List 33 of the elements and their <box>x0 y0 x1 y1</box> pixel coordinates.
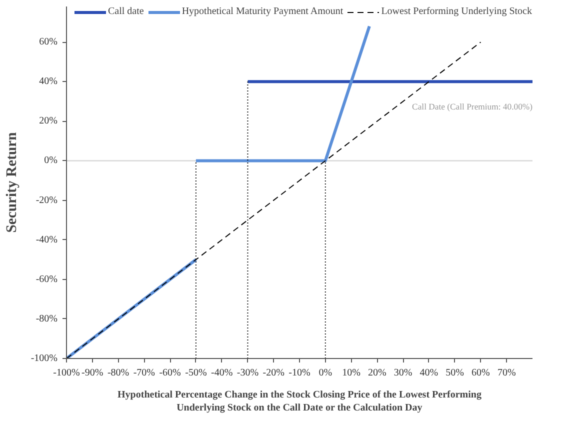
y-tick-label: -80% <box>36 313 58 324</box>
x-tick-label: 70% <box>497 368 516 378</box>
y-tick-label: -60% <box>36 274 58 285</box>
x-tick-label: -50% <box>185 368 207 378</box>
x-tick-label: -90% <box>82 368 104 378</box>
x-tick-label: 30% <box>394 368 412 378</box>
y-tick-label: -100% <box>30 353 58 364</box>
y-tick-label: 20% <box>39 116 58 127</box>
x-tick-label: 20% <box>368 368 386 378</box>
x-tick-label: 0% <box>318 368 332 378</box>
x-tick-label: 40% <box>420 368 438 378</box>
legend-label: Lowest Performing Underlying Stock <box>381 6 532 17</box>
y-axis-title: Security Return <box>4 132 20 233</box>
x-tick-label: 10% <box>342 368 360 378</box>
x-tick-label: -40% <box>211 368 233 378</box>
x-tick-label: -100% <box>53 368 80 378</box>
x-tick-label: -60% <box>159 368 181 378</box>
x-axis-title: Hypothetical Percentage Change in the Stock Closing Price of the Lowest Performing Underlying Stock on the Call Date or the Calculation Day <box>118 390 482 414</box>
x-tick-label: 60% <box>472 368 490 378</box>
legend-label: Call date <box>108 6 144 17</box>
x-tick-label: -20% <box>262 368 284 378</box>
y-tick-label: 0% <box>44 155 58 166</box>
y-tick-label: -20% <box>36 194 58 206</box>
y-tick-label: 40% <box>39 76 58 88</box>
legend-label: Hypothetical Maturity Payment Amount <box>182 6 344 17</box>
y-tick-label: 60% <box>39 36 58 48</box>
x-tick-label: -70% <box>133 368 156 378</box>
x-tick-label: -80% <box>107 368 130 378</box>
x-tick-label: -10% <box>288 368 310 378</box>
annotation: Call Date (Call Premium: 40.00%) <box>412 101 533 112</box>
y-tick-label: -40% <box>36 234 58 246</box>
x-tick-label: 50% <box>446 368 464 378</box>
x-tick-label: -30% <box>236 368 259 378</box>
